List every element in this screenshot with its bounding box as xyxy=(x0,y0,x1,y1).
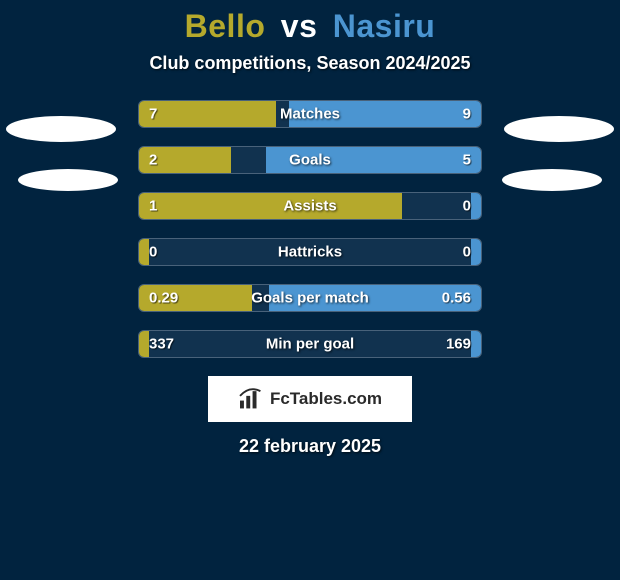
bar-right xyxy=(471,331,481,357)
metric-label: Matches xyxy=(280,106,340,123)
player2-avatar-placeholder xyxy=(504,116,614,142)
value-left: 337 xyxy=(149,336,174,353)
stat-row: 337 169 Min per goal xyxy=(138,330,482,358)
player2-name: Nasiru xyxy=(333,8,436,44)
value-left: 0.29 xyxy=(149,290,178,307)
stat-row: 0.29 0.56 Goals per match xyxy=(138,284,482,312)
subtitle: Club competitions, Season 2024/2025 xyxy=(0,53,620,74)
bar-right xyxy=(471,193,481,219)
bar-left xyxy=(139,331,149,357)
value-left: 1 xyxy=(149,198,157,215)
bar-left xyxy=(139,239,149,265)
value-left: 2 xyxy=(149,152,157,169)
value-right: 0 xyxy=(463,198,471,215)
stat-rows: 7 9 Matches 2 5 Goals 1 0 Assists 0 0 Hattricks 0.29… xyxy=(138,100,482,358)
value-right: 0 xyxy=(463,244,471,261)
value-left: 7 xyxy=(149,106,157,123)
stat-row: 0 0 Hattricks xyxy=(138,238,482,266)
stat-row: 1 0 Assists xyxy=(138,192,482,220)
metric-label: Min per goal xyxy=(266,336,354,353)
comparison-title: Bello vs Nasiru xyxy=(0,0,620,45)
value-left: 0 xyxy=(149,244,157,261)
value-right: 5 xyxy=(463,152,471,169)
player1-name: Bello xyxy=(185,8,266,44)
metric-label: Hattricks xyxy=(278,244,342,261)
player2-avatar-shadow xyxy=(502,169,602,191)
player1-avatar-placeholder xyxy=(6,116,116,142)
comparison-chart: 7 9 Matches 2 5 Goals 1 0 Assists 0 0 Hattricks 0.29… xyxy=(0,100,620,358)
stat-row: 7 9 Matches xyxy=(138,100,482,128)
bar-left xyxy=(139,101,276,127)
value-right: 9 xyxy=(463,106,471,123)
stat-row: 2 5 Goals xyxy=(138,146,482,174)
bar-chart-icon xyxy=(238,388,264,410)
bar-left xyxy=(139,193,402,219)
footer-date: 22 february 2025 xyxy=(0,436,620,457)
value-right: 0.56 xyxy=(442,290,471,307)
player1-avatar-shadow xyxy=(18,169,118,191)
brand-text: FcTables.com xyxy=(270,389,382,409)
metric-label: Assists xyxy=(283,198,336,215)
metric-label: Goals per match xyxy=(251,290,369,307)
bar-right xyxy=(471,239,481,265)
metric-label: Goals xyxy=(289,152,331,169)
value-right: 169 xyxy=(446,336,471,353)
vs-label: vs xyxy=(281,8,318,44)
brand-badge: FcTables.com xyxy=(208,376,412,422)
